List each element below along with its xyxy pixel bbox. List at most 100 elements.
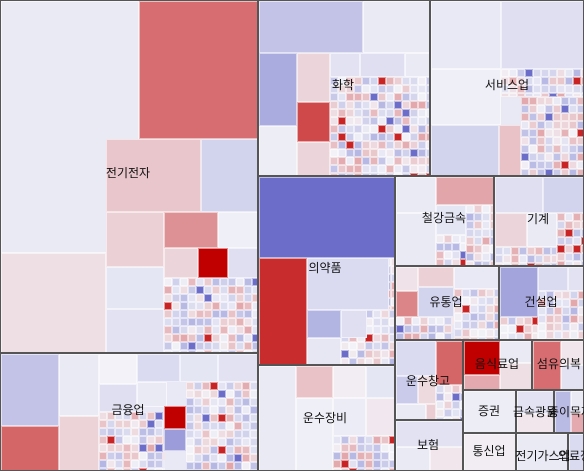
stock-tile[interactable] <box>330 165 338 173</box>
stock-tile[interactable] <box>577 121 583 129</box>
stock-tile[interactable] <box>370 133 378 141</box>
stock-tile[interactable] <box>362 173 370 175</box>
stock-tile[interactable] <box>391 258 394 266</box>
stock-tile[interactable] <box>1 354 59 426</box>
stock-tile[interactable] <box>462 321 470 329</box>
stock-tile[interactable] <box>362 101 370 109</box>
stock-tile[interactable] <box>394 93 402 101</box>
stock-tile[interactable] <box>338 165 346 173</box>
stock-tile[interactable] <box>333 366 366 398</box>
stock-tile[interactable] <box>577 105 583 113</box>
stock-tile[interactable] <box>196 350 204 352</box>
stock-tile[interactable] <box>460 235 466 243</box>
stock-tile[interactable] <box>412 317 420 325</box>
stock-tile[interactable] <box>194 422 202 430</box>
stock-tile[interactable] <box>533 85 541 93</box>
stock-tile[interactable] <box>561 97 569 105</box>
stock-tile[interactable] <box>452 333 454 339</box>
stock-tile[interactable] <box>362 109 370 117</box>
stock-tile[interactable] <box>436 317 444 325</box>
stock-tile[interactable] <box>578 315 583 323</box>
stock-tile[interactable] <box>517 85 525 93</box>
stock-tile[interactable] <box>346 133 354 141</box>
stock-tile[interactable] <box>519 255 527 263</box>
stock-tile[interactable] <box>155 420 163 428</box>
stock-tile[interactable] <box>373 334 381 342</box>
stock-tile[interactable] <box>123 436 131 444</box>
stock-tile[interactable] <box>252 310 257 318</box>
stock-tile[interactable] <box>517 93 525 97</box>
stock-tile[interactable] <box>482 205 490 213</box>
stock-tile[interactable] <box>172 310 180 318</box>
stock-tile[interactable] <box>394 165 402 173</box>
stock-tile[interactable] <box>570 299 578 307</box>
stock-tile[interactable] <box>565 261 573 265</box>
stock-tile[interactable] <box>511 255 519 263</box>
stock-tile[interactable] <box>486 289 494 297</box>
stock-tile[interactable] <box>244 302 252 310</box>
stock-tile[interactable] <box>420 333 428 339</box>
stock-tile[interactable] <box>546 315 554 323</box>
stock-tile[interactable] <box>529 169 537 175</box>
stock-tile[interactable] <box>131 428 139 436</box>
stock-tile[interactable] <box>452 235 460 243</box>
stock-tile[interactable] <box>569 113 577 121</box>
stock-tile[interactable] <box>410 149 418 157</box>
stock-tile[interactable] <box>570 331 578 339</box>
stock-tile[interactable] <box>474 213 482 221</box>
stock-tile[interactable] <box>565 221 573 229</box>
stock-tile[interactable] <box>188 342 196 350</box>
stock-tile[interactable] <box>501 85 509 93</box>
stock-tile[interactable] <box>402 149 410 157</box>
stock-tile[interactable] <box>444 235 452 243</box>
stock-tile[interactable] <box>212 318 220 326</box>
stock-tile[interactable] <box>525 69 533 77</box>
stock-tile[interactable] <box>349 468 357 470</box>
stock-tile[interactable] <box>381 318 389 326</box>
stock-tile[interactable] <box>212 278 220 286</box>
stock-tile[interactable] <box>581 245 583 253</box>
stock-tile[interactable] <box>503 263 511 265</box>
stock-tile[interactable] <box>529 145 537 153</box>
stock-tile[interactable] <box>354 125 362 133</box>
stock-tile[interactable] <box>553 97 561 105</box>
stock-tile[interactable] <box>578 331 583 339</box>
stock-tile[interactable] <box>537 153 545 161</box>
stock-tile[interactable] <box>525 77 533 85</box>
stock-tile[interactable] <box>202 390 210 398</box>
stock-tile[interactable] <box>462 305 470 313</box>
stock-tile[interactable] <box>517 434 567 470</box>
stock-tile[interactable] <box>139 452 147 460</box>
stock-tile[interactable] <box>573 253 581 261</box>
stock-tile[interactable] <box>452 417 460 419</box>
stock-tile[interactable] <box>333 468 341 470</box>
stock-tile[interactable] <box>218 446 226 454</box>
stock-tile[interactable] <box>341 342 349 350</box>
stock-tile[interactable] <box>545 145 553 153</box>
stock-tile[interactable] <box>436 341 462 385</box>
stock-tile[interactable] <box>508 317 516 325</box>
stock-tile[interactable] <box>218 438 226 446</box>
stock-tile[interactable] <box>565 93 573 97</box>
stock-tile[interactable] <box>252 342 257 350</box>
stock-tile[interactable] <box>537 137 545 145</box>
stock-tile[interactable] <box>296 398 333 470</box>
stock-tile[interactable] <box>557 245 565 253</box>
stock-tile[interactable] <box>581 253 583 261</box>
stock-tile[interactable] <box>464 391 515 432</box>
stock-tile[interactable] <box>466 237 474 245</box>
stock-tile[interactable] <box>426 165 429 173</box>
stock-tile[interactable] <box>139 428 147 436</box>
stock-tile[interactable] <box>454 305 462 313</box>
stock-tile[interactable] <box>553 153 561 161</box>
stock-tile[interactable] <box>482 245 490 253</box>
stock-tile[interactable] <box>341 310 367 338</box>
stock-tile[interactable] <box>338 117 346 125</box>
stock-tile[interactable] <box>462 289 470 297</box>
stock-tile[interactable] <box>218 454 226 462</box>
stock-tile[interactable] <box>107 420 115 428</box>
stock-tile[interactable] <box>470 305 478 313</box>
stock-tile[interactable] <box>410 85 418 93</box>
stock-tile[interactable] <box>521 153 529 161</box>
stock-tile[interactable] <box>196 286 204 294</box>
